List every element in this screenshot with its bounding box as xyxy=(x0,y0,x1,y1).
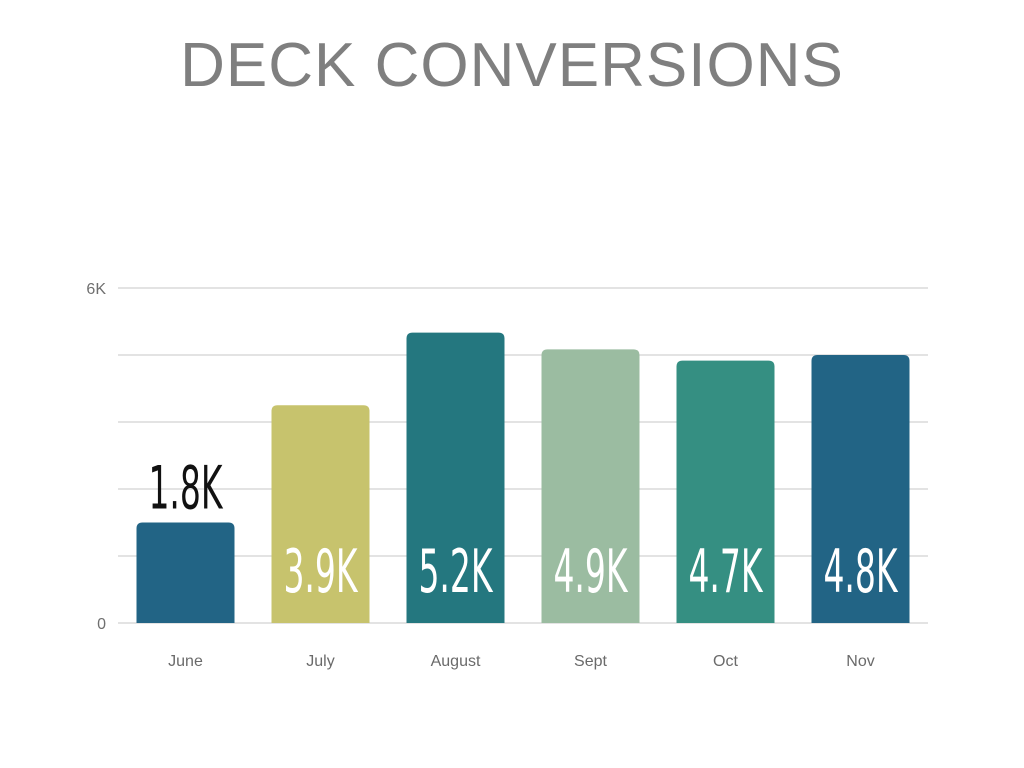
data-label: 4.8K xyxy=(823,537,898,606)
bars xyxy=(136,332,910,623)
bar xyxy=(406,332,505,623)
data-label: 5.2K xyxy=(418,537,493,606)
data-label: 4.7K xyxy=(688,537,763,606)
x-tick-label: Sept xyxy=(574,653,607,670)
chart-title: DECK CONVERSIONS xyxy=(180,31,844,100)
x-tick-label: July xyxy=(306,653,334,670)
gridlines xyxy=(118,287,928,624)
data-label: 3.9K xyxy=(283,537,358,606)
x-tick-label: Nov xyxy=(846,653,874,670)
y-tick-label: 0 xyxy=(97,616,106,633)
bar xyxy=(271,405,370,623)
x-axis-labels: June July August Sept Oct Nov xyxy=(168,653,875,670)
x-tick-label: June xyxy=(168,653,203,670)
data-label: 1.8K xyxy=(148,454,223,523)
bar xyxy=(541,349,640,623)
y-tick-label: 6K xyxy=(86,281,106,298)
data-label: 4.9K xyxy=(553,537,628,606)
bar xyxy=(136,522,235,623)
x-tick-label: Oct xyxy=(713,653,738,670)
data-labels: 1.8K 3.9K 5.2K 4.9K 4.7K 4.8K xyxy=(148,454,898,607)
y-axis-ticks: 0 6K xyxy=(86,281,106,633)
bar xyxy=(811,355,910,623)
bar xyxy=(676,360,775,623)
x-tick-label: August xyxy=(431,653,481,670)
